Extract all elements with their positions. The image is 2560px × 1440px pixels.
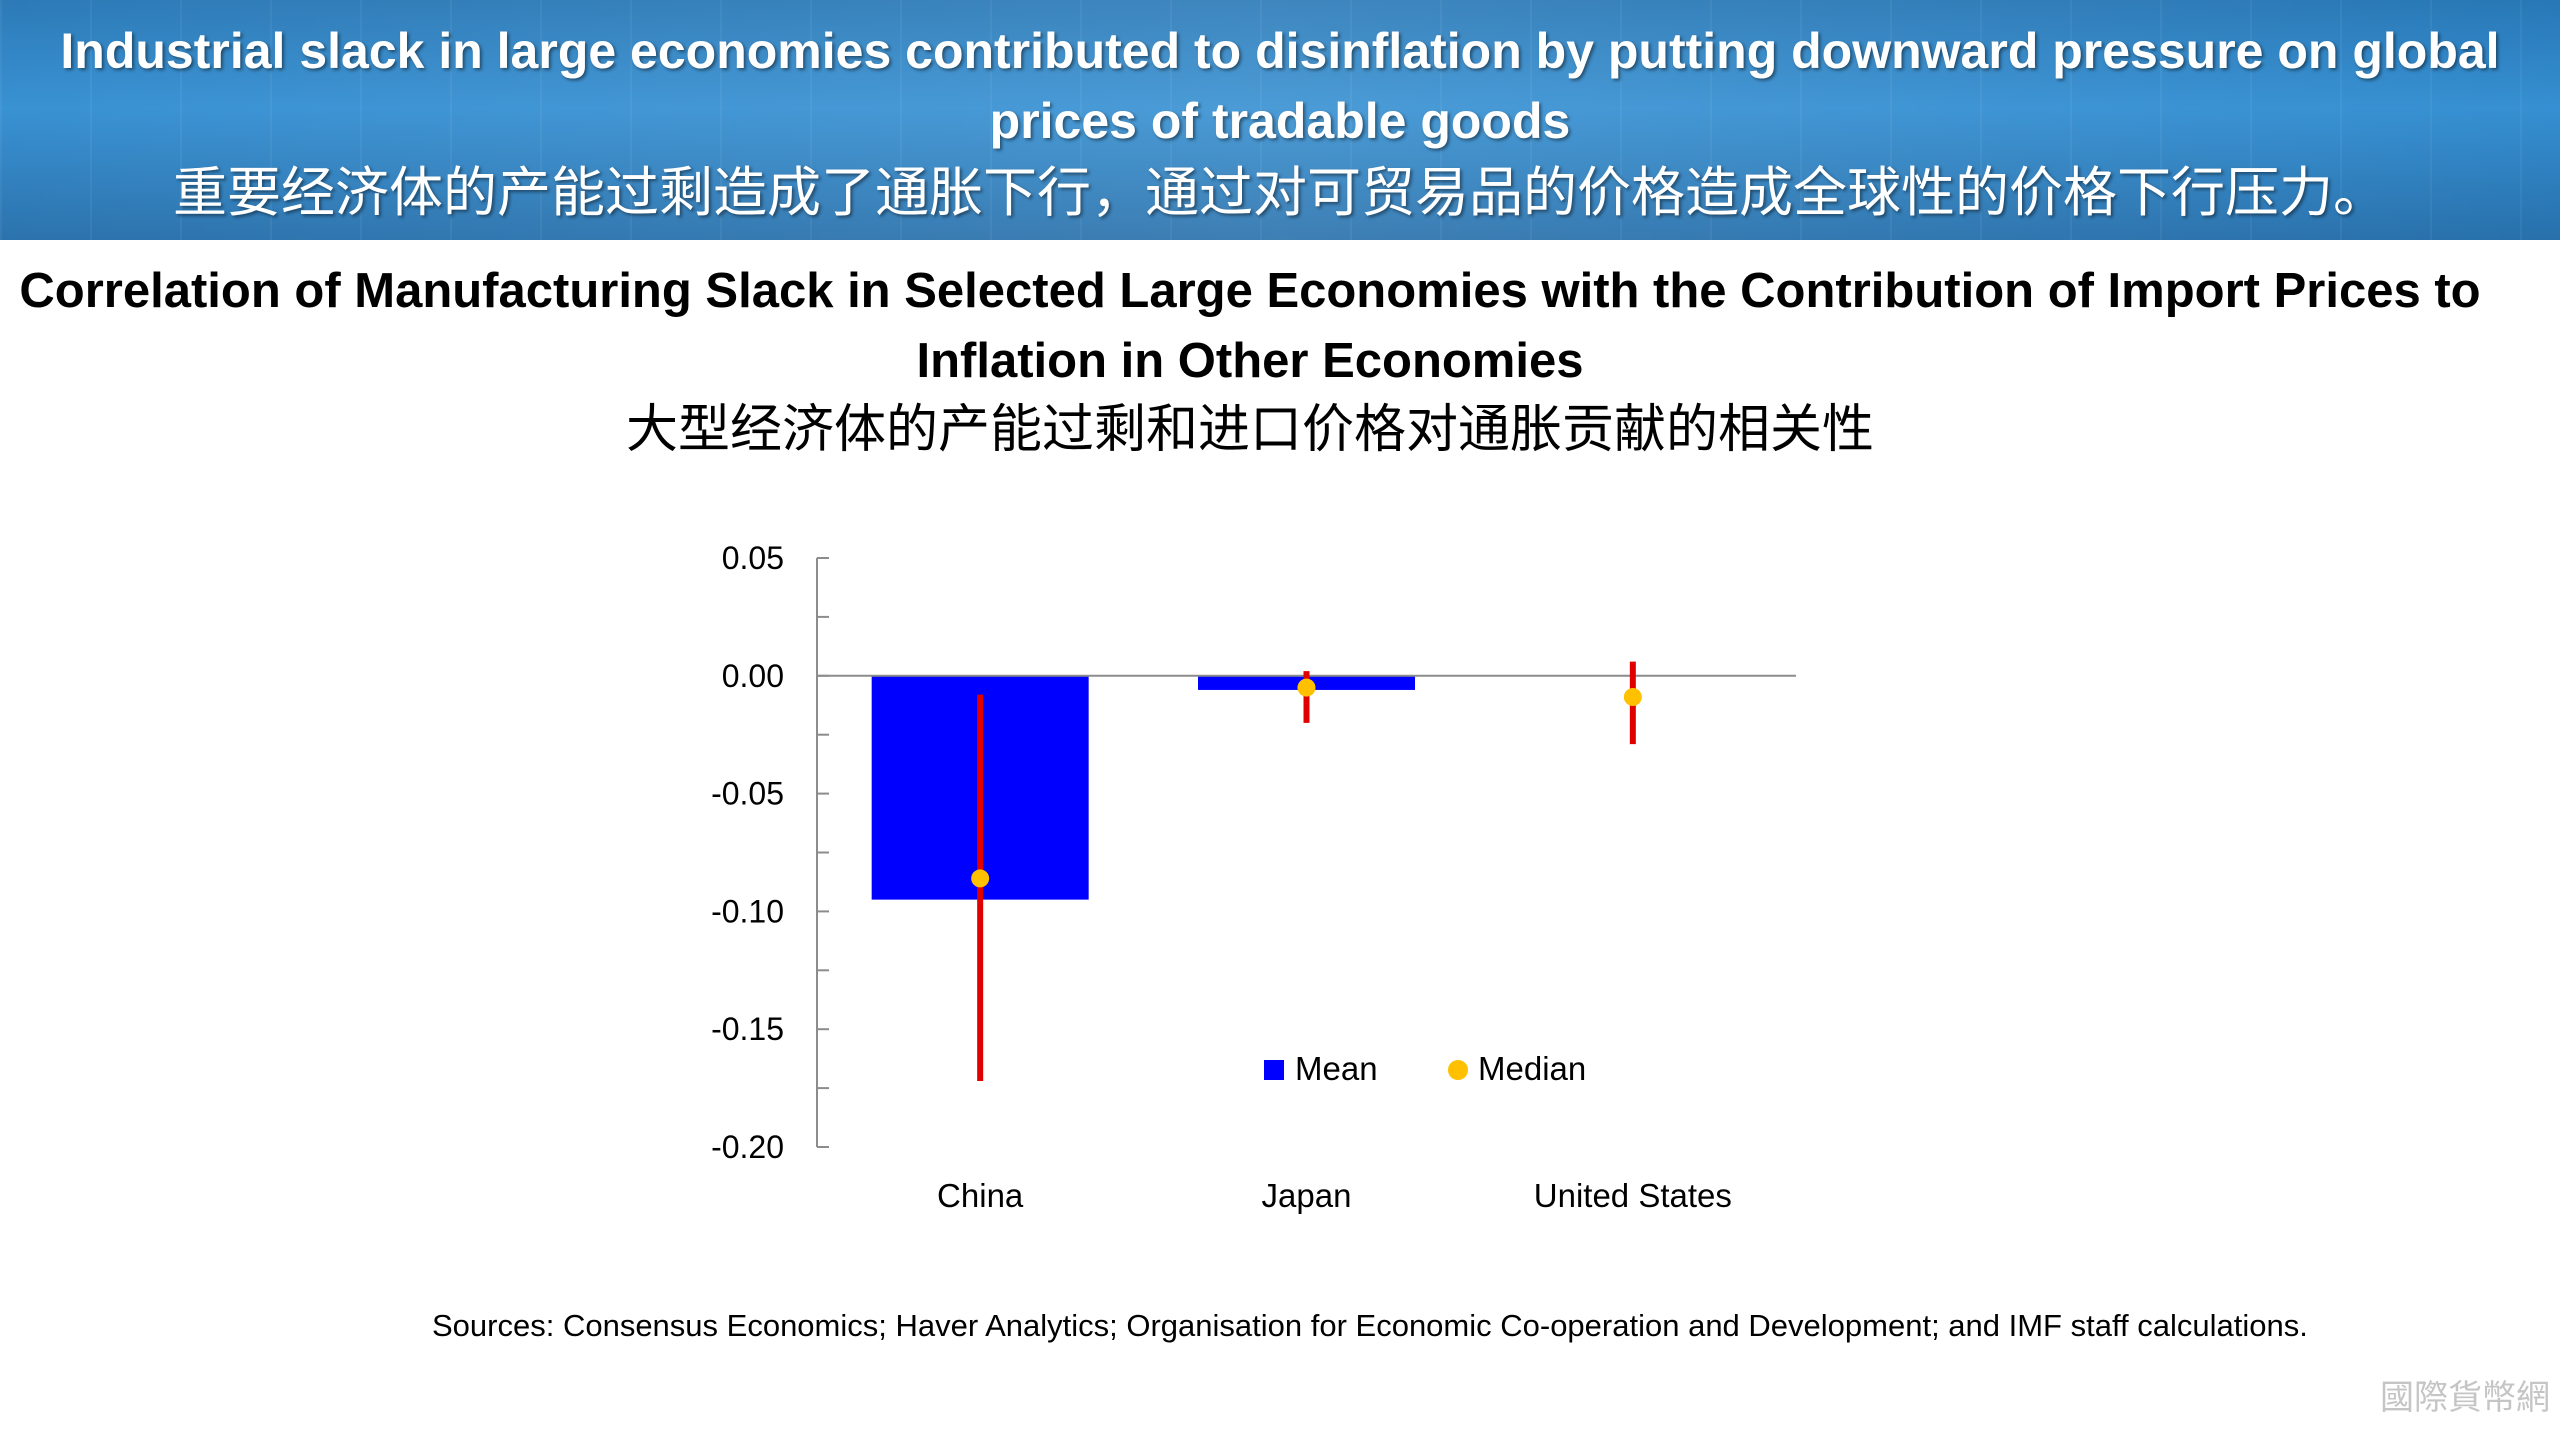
banner-title-english: Industrial slack in large economies cont… <box>60 23 2500 149</box>
header-banner: Industrial slack in large economies cont… <box>0 0 2560 240</box>
x-tick-label: Japan <box>1262 1177 1352 1214</box>
banner-title-chinese: 重要经济体的产能过剩造成了通胀下行，通过对可贸易品的价格造成全球性的价格下行压力… <box>173 161 2387 224</box>
y-tick-label: -0.15 <box>711 1011 784 1047</box>
y-tick-label: -0.10 <box>711 893 784 929</box>
median-point-japan <box>1297 678 1316 697</box>
y-tick-label: 0.05 <box>722 540 784 576</box>
banner-background-texture <box>0 0 2560 240</box>
sources-note: Sources: Consensus Economics; Haver Anal… <box>432 1308 2308 1343</box>
legend-mean-label: Mean <box>1295 1050 1378 1087</box>
bar-chart: 0.05 0.00 -0.05 -0.10 -0.15 -0.20 China Japan Un… <box>711 540 1796 1214</box>
y-tick-label: -0.20 <box>711 1129 784 1165</box>
watermark-logo: 國際貨幣網 <box>2380 1378 2550 1418</box>
legend-median-label: Median <box>1478 1050 1586 1087</box>
y-tick-label: 0.00 <box>722 658 784 694</box>
median-point-united-states <box>1623 688 1642 707</box>
legend-mean-swatch <box>1264 1060 1284 1080</box>
chart-subtitle: 大型经济体的产能过剩和进口价格对通胀贡献的相关性 <box>625 400 1874 460</box>
legend-median-marker <box>1448 1060 1468 1080</box>
chart-title: Correlation of Manufacturing Slack in Se… <box>19 264 2481 388</box>
x-tick-label: China <box>937 1177 1024 1214</box>
x-tick-label: United States <box>1534 1177 1732 1214</box>
y-tick-label: -0.05 <box>711 776 784 812</box>
median-point-china <box>971 869 990 888</box>
